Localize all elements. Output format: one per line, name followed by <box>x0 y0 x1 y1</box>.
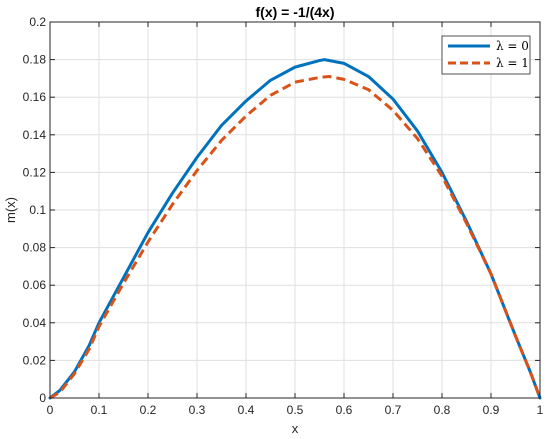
x-tick-label: 0.9 <box>483 403 500 417</box>
ticks <box>49 21 541 399</box>
x-tick-label: 0.2 <box>140 403 157 417</box>
x-tick-label: 0.5 <box>287 403 304 417</box>
y-tick-label: 0.18 <box>23 53 47 67</box>
series-layer <box>48 58 542 400</box>
x-tick-label: 0.6 <box>336 403 353 417</box>
x-tick-label: 0.4 <box>238 403 255 417</box>
y-tick-label: 0.2 <box>29 15 46 29</box>
y-tick-label: 0.14 <box>23 128 47 142</box>
y-tick-label: 0.08 <box>23 241 47 255</box>
x-tick-label: 0.1 <box>91 403 108 417</box>
grid <box>50 22 540 398</box>
chart-title: f(x) = -1/(4x) <box>256 4 335 20</box>
series-line-2 <box>49 75 542 400</box>
y-tick-label: 0.04 <box>23 316 47 330</box>
x-axis-label: x <box>292 421 299 436</box>
y-tick-label: 0 <box>39 391 46 405</box>
y-axis-label: m(x) <box>3 197 18 223</box>
legend-label-series-2: λ = 1 <box>496 56 529 70</box>
x-tick-label: 0 <box>47 403 54 417</box>
x-tick-label: 0.8 <box>434 403 451 417</box>
y-tick-label: 0.16 <box>23 90 47 104</box>
legend-label-series-1: λ = 0 <box>496 39 529 53</box>
y-tick-label: 0.1 <box>29 203 46 217</box>
tick-labels: 0 0.1 0.2 0.3 0.4 0.5 0.6 0.7 0.8 0.9 1 0 0.02 0.04 0.… <box>23 15 544 417</box>
legend: λ = 0 λ = 1 <box>441 35 531 75</box>
y-tick-label: 0.06 <box>23 278 47 292</box>
y-tick-label: 0.12 <box>23 165 47 179</box>
y-tick-label: 0.02 <box>23 353 47 367</box>
legend-box <box>441 35 531 75</box>
x-tick-label: 0.7 <box>385 403 402 417</box>
x-tick-label: 1 <box>537 403 544 417</box>
x-tick-label: 0.3 <box>189 403 206 417</box>
